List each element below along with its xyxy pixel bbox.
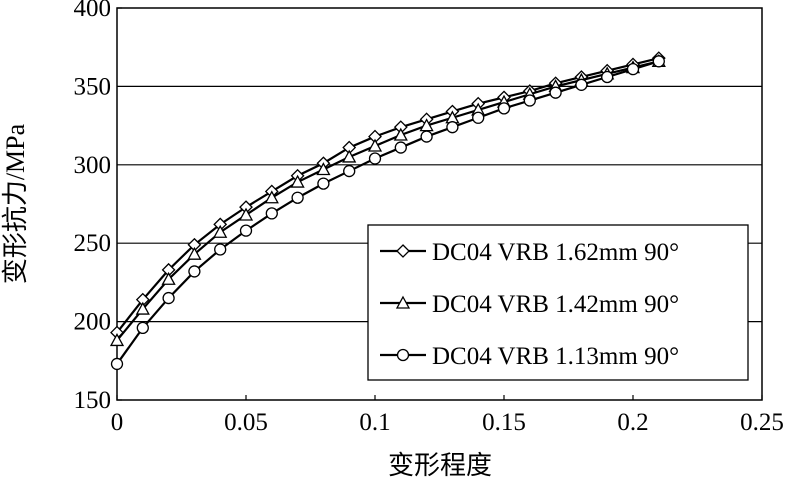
marker-circle [188,265,201,278]
marker-circle [575,78,588,91]
x-axis-title: 变形程度 [388,451,492,480]
marker-circle [239,224,253,237]
legend-label: DC04 VRB 1.62mm 90° [432,239,679,266]
marker-triangle [161,271,176,285]
marker-triangle [316,162,331,176]
y-tick-label: 400 [74,0,112,22]
x-tick-label: 0 [111,409,124,436]
y-tick-label: 350 [74,73,112,100]
series-line [116,60,660,365]
y-tick-label: 200 [74,309,112,336]
marker-circle [368,152,382,165]
y-axis-title: 变形抗力/MPa [1,123,30,284]
legend-marker [395,295,411,309]
marker-circle [523,94,536,107]
marker-triangle [290,174,305,188]
legend-label: DC04 VRB 1.13mm 90° [432,343,679,370]
marker-triangle [238,207,254,221]
marker-circle [652,55,665,68]
marker-triangle [213,224,228,238]
marker-circle [214,243,227,256]
legend-marker [396,244,410,258]
series-line [116,60,660,342]
marker-triangle [109,333,125,347]
x-tick-label: 0.25 [740,409,784,436]
marker-circle [497,102,511,115]
marker-triangle [367,138,383,152]
marker-circle [472,111,485,124]
marker-circle [136,321,149,335]
y-tick-label: 150 [74,387,112,414]
x-tick-label: 0.1 [359,409,390,436]
x-tick-label: 0.2 [617,409,648,436]
marker-circle [162,291,175,305]
x-tick-label: 0.15 [482,409,526,436]
marker-triangle [135,301,150,315]
y-tick-label: 250 [74,230,112,257]
marker-circle [265,207,278,220]
marker-triangle [264,190,279,204]
marker-triangle [342,149,357,163]
marker-circle [291,191,304,204]
marker-circle [394,141,407,154]
marker-circle [549,86,562,99]
marker-circle [110,357,124,371]
legend-box [367,224,749,381]
legend-label: DC04 VRB 1.42mm 90° [432,291,679,318]
marker-circle [601,70,614,84]
marker-circle [420,130,433,143]
series-line [116,57,660,334]
marker-circle [343,164,356,178]
x-tick-label: 0.05 [224,409,268,436]
marker-circle [446,121,459,134]
marker-circle [626,63,640,76]
plot-frame [116,7,763,401]
y-tick-label: 300 [74,152,112,179]
legend-marker [396,348,410,362]
marker-triangle [393,127,408,141]
marker-circle [317,177,330,190]
marker-triangle [187,246,202,260]
